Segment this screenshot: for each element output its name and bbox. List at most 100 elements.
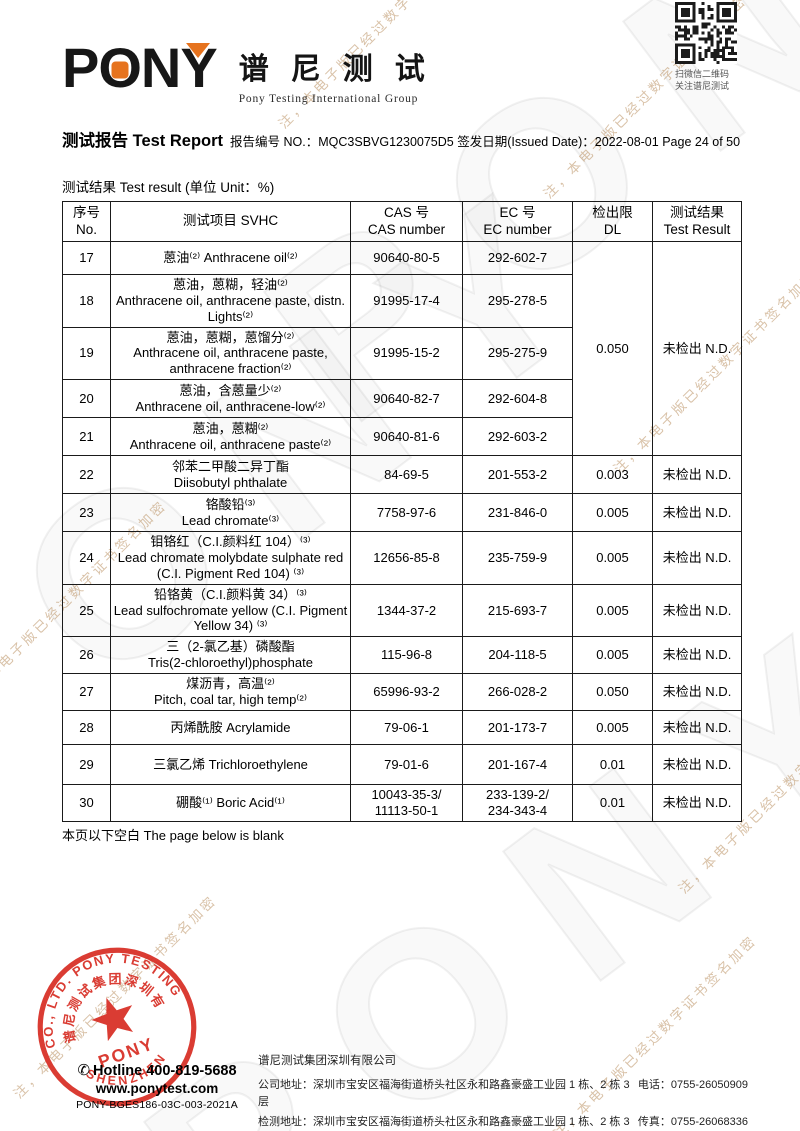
cell-ec: 215-693-7 (462, 583, 573, 638)
cell-dl: 0.005 (572, 636, 653, 675)
cell-result: 未检出 N.D. (652, 531, 742, 585)
company-name: 谱尼测试集团深圳有限公司 (258, 1055, 396, 1067)
cell-svhc: 硼酸⁽¹⁾ Boric Acid⁽¹⁾ (110, 784, 351, 823)
stamp-star (91, 997, 134, 1042)
cell-cas: 79-01-6 (350, 744, 463, 786)
brand-name-cn: 谱尼测试 (238, 53, 447, 86)
phone-icon: ✆ (77, 1062, 91, 1079)
report-meta: 报告编号 NO.：MQC3SBVG1230075D5 签发日期(Issued D… (230, 135, 741, 149)
table-row: 19 蒽油，蒽糊，蒽馏分⁽²⁾ Anthracene oil, anthracen… (62, 326, 742, 381)
table-row: 26 三（2-氯乙基）磷酸酯 Tris(2-chloroethyl)phospha… (62, 636, 742, 675)
cell-no: 18 (62, 274, 111, 328)
header-result: 测试结果 Test Result (652, 201, 742, 242)
cell-svhc: 蒽油，蒽糊⁽²⁾ Anthracene oil, anthracene paste… (110, 417, 351, 457)
hotline-block: ✆ Hotline 400-819-5688 www.ponytest.com P… (56, 1061, 258, 1111)
header: PONY 谱尼测试 Pony Testing International Gro… (62, 2, 743, 105)
title-row: 测试报告 Test Report 报告编号 NO.：MQC3SBVG123007… (62, 127, 743, 151)
cell-no: 17 (62, 241, 111, 275)
table-row: 29 三氯乙烯 Trichloroethylene 79-01-6 201-16… (62, 744, 742, 786)
cell-no: 19 (62, 326, 111, 381)
cell-result: 未检出 N.D. (652, 744, 742, 786)
cell-no: 30 (62, 784, 111, 823)
cell-cas: 84-69-5 (350, 455, 463, 495)
company-block: 谱尼测试集团深圳有限公司 公司地址：深圳市宝安区福海街道桥头社区永和路鑫豪盛工业… (258, 1053, 748, 1131)
logo-letter-y: Y (180, 36, 217, 99)
cell-cas: 90640-81-6 (350, 417, 463, 457)
cell-no: 23 (62, 493, 111, 533)
qr-caption-line1: 扫微信二维码 (675, 69, 730, 79)
report-number: MQC3SBVG1230075D5 (318, 135, 454, 149)
cell-cas: 12656-85-8 (350, 531, 463, 585)
cell-svhc: 蒽油，蒽糊，轻油⁽²⁾ Anthracene oil, anthracene pa… (110, 274, 351, 328)
table-row: 30 硼酸⁽¹⁾ Boric Acid⁽¹⁾ 10043-35-3/11113-… (62, 784, 742, 823)
cell-ec: 292-602-7 (462, 241, 573, 275)
cell-cas: 90640-82-7 (350, 379, 463, 419)
cell-cas: 115-96-8 (350, 636, 463, 675)
page-blank-note: 本页以下空白 The page below is blank (62, 828, 284, 844)
cell-dl: 0.005 (572, 493, 653, 533)
cell-no: 20 (62, 379, 111, 419)
cell-result: 未检出 N.D. (652, 493, 742, 533)
test-address-row: 检测地址：深圳市宝安区福海街道桥头社区永和路鑫豪盛工业园 1 栋、2 栋 3 层… (258, 1114, 748, 1131)
header-dl: 检出限 DL (572, 201, 653, 242)
cell-result: 未检出 N.D. (652, 784, 742, 823)
qr-caption-line2: 关注谱尼测试 (675, 81, 730, 92)
issue-date: 2022-08-01 (594, 135, 659, 149)
website: www.ponytest.com (95, 1081, 219, 1096)
cell-svhc: 钼铬红（C.I.颜料红 104）⁽³⁾ Lead chromate molybda… (110, 531, 351, 585)
cell-result-merged: 未检出 N.D. (652, 240, 742, 457)
qr-block: 扫微信二维码 关注谱尼测试 (675, 2, 743, 92)
cell-ec: 233-139-2/234-343-4 (462, 784, 573, 823)
cell-no: 28 (62, 710, 111, 746)
cell-dl: 0.005 (572, 583, 653, 638)
header-cas: CAS 号 CAS number (350, 201, 463, 242)
cell-cas: 10043-35-3/11113-50-1 (350, 784, 463, 823)
brand-name-en: Pony Testing International Group (238, 93, 419, 105)
cell-ec: 235-759-9 (462, 531, 573, 585)
pony-logo: PONY (62, 36, 218, 99)
test-address: 检测地址：深圳市宝安区福海街道桥头社区永和路鑫豪盛工业园 1 栋、2 栋 3 层 (258, 1115, 630, 1128)
company-stamp: CO., LTD. PONY TESTING GROUP SHENZHEN 谱尼… (11, 921, 197, 1107)
table-row: 23 铬酸铅⁽³⁾ Lead chromate⁽³⁾ 7758-97-6 231-… (62, 493, 742, 533)
table-row: 22 邻苯二甲酸二异丁酯 Diisobutyl phthalate 84-69-5… (62, 455, 742, 495)
table-row: 25 铅铬黄（C.I.颜料黄 34）⁽³⁾ Lead sulfochromate … (62, 583, 742, 638)
table-row: 17 蒽油⁽²⁾ Anthracene oil⁽²⁾ 90640-80-5 29… (62, 240, 742, 457)
report-title: 测试报告 Test Report (62, 132, 224, 150)
cell-svhc: 三氯乙烯 Trichloroethylene (110, 744, 351, 786)
logo-letter-p: P (62, 36, 99, 99)
cell-ec: 266-028-2 (462, 673, 573, 712)
cell-dl: 0.005 (572, 710, 653, 746)
cell-result: 未检出 N.D. (652, 710, 742, 746)
cell-no: 24 (62, 531, 111, 585)
cell-svhc: 邻苯二甲酸二异丁酯 Diisobutyl phthalate (110, 455, 351, 495)
cell-result: 未检出 N.D. (652, 673, 742, 712)
cell-cas: 91995-17-4 (350, 274, 463, 328)
cell-dl: 0.01 (572, 744, 653, 786)
cell-cas: 79-06-1 (350, 710, 463, 746)
cell-svhc: 蒽油⁽²⁾ Anthracene oil⁽²⁾ (110, 241, 351, 275)
cell-cas: 7758-97-6 (350, 493, 463, 533)
cell-result: 未检出 N.D. (652, 583, 742, 638)
cell-result: 未检出 N.D. (652, 636, 742, 675)
logo-orange-square (111, 61, 129, 79)
cell-result: 未检出 N.D. (652, 455, 742, 495)
cell-ec: 295-275-9 (462, 326, 573, 381)
cell-svhc: 煤沥青，高温⁽²⁾ Pitch, coal tar, high temp⁽²⁾ (110, 673, 351, 712)
cell-ec: 295-278-5 (462, 274, 573, 328)
table-row: 28 丙烯酰胺 Acrylamide 79-06-1 201-173-7 0.0… (62, 710, 742, 746)
table-header-row: 序号 No. 测试项目 SVHC CAS 号 CAS number EC 号 EC n… (62, 201, 742, 242)
cell-cas: 91995-15-2 (350, 326, 463, 381)
hotline-line: ✆ Hotline 400-819-5688 (77, 1062, 237, 1079)
test-result-table: 序号 No. 测试项目 SVHC CAS 号 CAS number EC 号 EC n… (62, 201, 742, 823)
cell-ec: 201-173-7 (462, 710, 573, 746)
cell-svhc: 铅铬黄（C.I.颜料黄 34）⁽³⁾ Lead sulfochromate yel… (110, 583, 351, 638)
company-phone: 电话：0755-26050909 (637, 1078, 748, 1091)
cell-dl: 0.003 (572, 455, 653, 495)
cell-no: 21 (62, 417, 111, 457)
cell-svhc: 铬酸铅⁽³⁾ Lead chromate⁽³⁾ (110, 493, 351, 533)
cell-cas: 65996-93-2 (350, 673, 463, 712)
cell-dl: 0.005 (572, 531, 653, 585)
qr-caption: 扫微信二维码 关注谱尼测试 (675, 68, 743, 92)
doc-code: PONY-BGES186-03C-003-2021A (76, 1099, 238, 1111)
